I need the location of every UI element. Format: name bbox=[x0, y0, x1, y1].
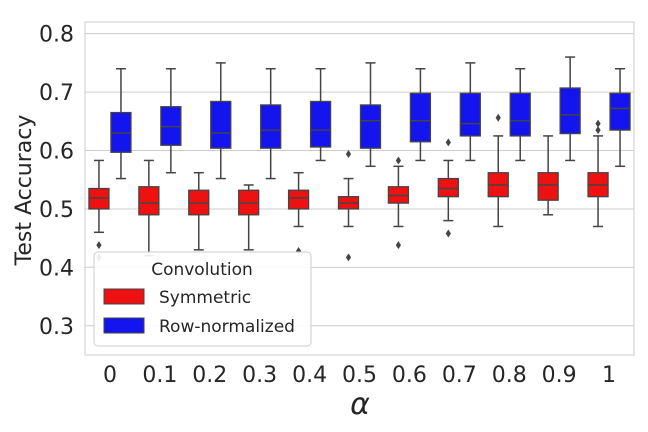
boxes bbox=[88, 56, 631, 262]
x-tick-label: 0.3 bbox=[242, 363, 277, 388]
box-row-normalized bbox=[160, 67, 182, 174]
x-tick-label: 0.7 bbox=[442, 363, 477, 388]
x-tick-label: 0.8 bbox=[492, 363, 527, 388]
box-symmetric bbox=[88, 159, 110, 262]
box-row-normalized bbox=[309, 67, 332, 162]
x-tick-label: 0.1 bbox=[142, 363, 177, 388]
legend: Convolution Symmetric Row-normalized bbox=[93, 251, 312, 347]
outlier-point bbox=[445, 138, 451, 147]
box-row-normalized bbox=[459, 62, 481, 162]
iqr-box bbox=[138, 186, 160, 216]
x-tick-label: 0.6 bbox=[392, 363, 427, 388]
plot-frame bbox=[84, 21, 635, 356]
legend-swatch-symmetric bbox=[103, 288, 145, 305]
box-row-normalized bbox=[409, 67, 432, 162]
outlier-point bbox=[395, 156, 402, 165]
outlier-point bbox=[96, 241, 102, 250]
box-row-normalized bbox=[210, 62, 232, 180]
iqr-box bbox=[409, 92, 432, 143]
box-symmetric bbox=[437, 138, 459, 238]
box-symmetric bbox=[537, 135, 559, 216]
box-symmetric bbox=[138, 159, 160, 257]
outlier-point bbox=[295, 247, 302, 256]
box-symmetric bbox=[487, 113, 509, 228]
box-symmetric bbox=[188, 171, 210, 251]
box-row-normalized bbox=[509, 67, 531, 162]
box-row-normalized bbox=[609, 67, 631, 168]
legend-label-row-normalized: Row-normalized bbox=[159, 317, 295, 337]
x-tick-label: 0.5 bbox=[342, 363, 377, 388]
iqr-box bbox=[559, 87, 581, 135]
x-tick-label: 0.9 bbox=[542, 363, 577, 388]
outlier-point bbox=[595, 119, 601, 128]
box-symmetric bbox=[287, 171, 310, 256]
box-row-normalized bbox=[559, 56, 581, 162]
iqr-box bbox=[309, 100, 332, 148]
y-axis-label: Test Accuracy bbox=[12, 115, 37, 267]
legend-swatch-row-normalized bbox=[103, 317, 145, 334]
box-symmetric bbox=[337, 150, 360, 262]
outlier-point bbox=[595, 126, 601, 135]
y-tick-label: 0.7 bbox=[39, 81, 74, 106]
iqr-box bbox=[459, 92, 481, 137]
x-tick-label: 1 bbox=[602, 363, 616, 388]
iqr-box bbox=[609, 92, 631, 131]
outlier-point bbox=[345, 253, 352, 262]
legend-title: Convolution bbox=[151, 260, 253, 280]
x-axis-ticks: 0 0.1 0.2 0.3 0.4 0.5 0.6 0.7 0.8 0.9 1 bbox=[103, 363, 616, 388]
outlier-point bbox=[445, 229, 451, 238]
x-tick-label: 0 bbox=[103, 363, 117, 388]
box-row-normalized bbox=[110, 67, 132, 180]
iqr-box bbox=[88, 187, 110, 210]
iqr-box bbox=[437, 177, 459, 198]
iqr-box bbox=[287, 189, 310, 210]
y-tick-label: 0.5 bbox=[39, 198, 74, 223]
box-symmetric bbox=[587, 119, 609, 228]
x-axis-label: α bbox=[350, 387, 370, 422]
y-tick-label: 0.6 bbox=[39, 140, 74, 165]
iqr-box bbox=[210, 100, 232, 149]
box-symmetric bbox=[238, 184, 260, 251]
outlier-point bbox=[395, 241, 402, 250]
legend-label-symmetric: Symmetric bbox=[159, 288, 251, 308]
outlier-point bbox=[495, 113, 501, 122]
legend-frame bbox=[93, 251, 312, 347]
x-tick-label: 0.2 bbox=[192, 363, 227, 388]
iqr-box bbox=[537, 172, 559, 201]
box-row-normalized bbox=[359, 62, 382, 168]
y-tick-label: 0.3 bbox=[39, 315, 74, 340]
iqr-box bbox=[509, 92, 531, 137]
x-tick-label: 0.4 bbox=[292, 363, 327, 388]
y-tick-label: 0.4 bbox=[39, 256, 74, 281]
box-symmetric bbox=[387, 156, 410, 250]
box-row-normalized bbox=[260, 67, 282, 180]
iqr-box bbox=[260, 104, 282, 149]
y-tick-label: 0.8 bbox=[39, 23, 74, 48]
iqr-box bbox=[359, 104, 382, 149]
y-axis-ticks: 0.3 0.4 0.5 0.6 0.7 0.8 bbox=[39, 23, 74, 340]
outlier-point bbox=[345, 150, 352, 159]
